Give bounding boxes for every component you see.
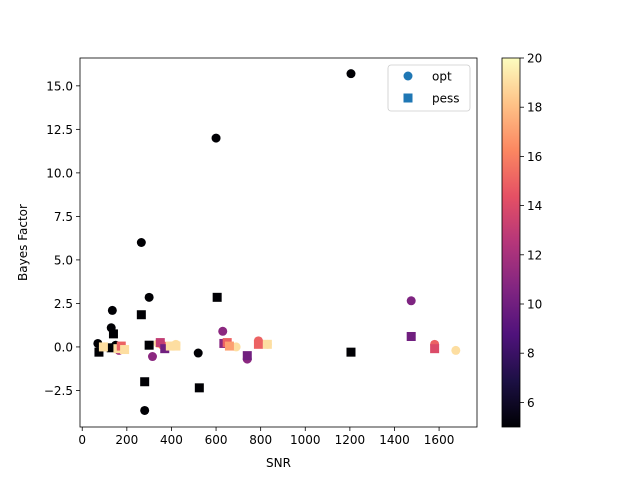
y-tick-label: 12.5	[46, 123, 73, 137]
legend-pess-label: pess	[432, 92, 460, 106]
y-tick-label: 15.0	[46, 79, 73, 93]
point-opt-6	[406, 296, 416, 306]
legend-pess-marker	[403, 93, 413, 103]
y-tick-label: −2.5	[44, 384, 73, 398]
x-tick-label: 1600	[424, 433, 455, 447]
y-tick-label: 5.0	[54, 253, 73, 267]
point-opt-13	[140, 405, 150, 415]
x-axis-label: SNR	[266, 456, 291, 470]
point-pess-4	[144, 340, 154, 350]
point-pess-21	[155, 338, 165, 348]
point-pess-23	[165, 341, 175, 351]
point-pess-5	[106, 343, 116, 353]
y-tick-label: 0.0	[54, 340, 73, 354]
y-axis-ticks: −2.5 0.0 2.5 5.0 7.5 10.0 12.5 15.0	[44, 79, 80, 398]
legend-opt-marker	[403, 71, 413, 81]
point-pess-16	[430, 344, 440, 354]
x-tick-label: 400	[160, 433, 183, 447]
point-opt-11	[193, 348, 203, 358]
point-opt-1	[211, 133, 221, 143]
colorbar-tick-label: 20	[527, 52, 542, 66]
point-opt-2	[136, 238, 146, 247]
point-pess-8	[140, 377, 150, 387]
x-tick-label: 1200	[335, 433, 366, 447]
point-pess-22	[160, 344, 170, 354]
point-pess-2	[108, 329, 118, 339]
colorbar-gradient	[501, 57, 521, 428]
point-opt-17	[451, 345, 461, 355]
point-opt-10	[147, 352, 157, 362]
colorbar-tick-label: 18	[527, 101, 542, 115]
x-tick-label: 600	[205, 433, 228, 447]
legend: opt pess	[387, 64, 471, 112]
y-tick-label: 2.5	[54, 297, 73, 311]
y-tick-label: 7.5	[54, 210, 73, 224]
x-tick-label: 200	[115, 433, 138, 447]
x-tick-label: 1000	[290, 433, 321, 447]
point-pess-12	[224, 341, 234, 351]
y-axis-label: Bayes Factor	[16, 204, 30, 281]
x-tick-label: 1400	[379, 433, 410, 447]
point-pess-3	[406, 331, 416, 341]
colorbar-tick-label: 10	[527, 298, 542, 312]
colorbar: 6 8 10 12 14 16 18 20	[501, 52, 542, 428]
point-pess-0	[212, 292, 222, 302]
colorbar-tick-label: 8	[527, 347, 535, 361]
colorbar-ticks: 6 8 10 12 14 16 18 20	[520, 52, 542, 410]
colorbar-tick-label: 12	[527, 248, 542, 262]
y-tick-label: 10.0	[46, 166, 73, 180]
point-pess-1	[136, 310, 146, 320]
point-pess-9	[194, 383, 204, 393]
x-tick-label: 800	[249, 433, 272, 447]
point-pess-6	[94, 347, 104, 357]
point-pess-7	[346, 347, 356, 357]
axes-frame	[79, 57, 478, 428]
legend-opt-label: opt	[432, 70, 452, 84]
point-opt-4	[107, 305, 117, 315]
point-pess-20	[120, 345, 130, 355]
point-pess-13	[242, 351, 252, 361]
x-tick-label: 0	[78, 433, 86, 447]
point-pess-24	[171, 341, 181, 351]
point-pess-14	[253, 339, 263, 349]
x-axis-ticks: 0 200 400 600 800 1000 1200 1400 1600	[78, 427, 454, 447]
point-opt-7	[218, 326, 228, 336]
colorbar-tick-label: 6	[527, 396, 535, 410]
colorbar-tick-label: 16	[527, 150, 542, 164]
point-opt-3	[144, 292, 154, 302]
plot-area	[93, 69, 461, 415]
point-opt-0	[346, 69, 356, 79]
colorbar-tick-label: 14	[527, 199, 542, 213]
point-pess-17	[98, 342, 108, 352]
point-pess-15	[262, 339, 272, 349]
